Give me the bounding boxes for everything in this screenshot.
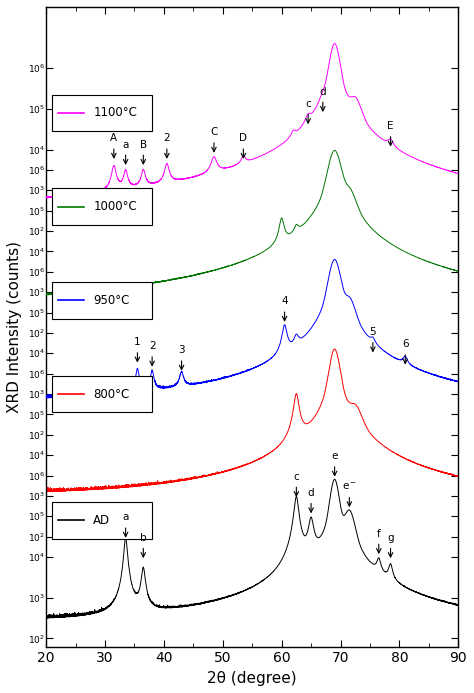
- Text: 4: 4: [281, 297, 288, 321]
- Bar: [52, 94, 152, 131]
- X-axis label: 2θ (degree): 2θ (degree): [208, 671, 297, 686]
- Bar: [52, 282, 152, 319]
- Y-axis label: XRD Intensity (counts): XRD Intensity (counts): [7, 240, 22, 413]
- Text: 1100°C: 1100°C: [93, 107, 137, 119]
- Text: g: g: [387, 533, 394, 557]
- Text: b: b: [140, 533, 146, 557]
- Text: B: B: [140, 139, 147, 164]
- Text: c: c: [293, 472, 299, 496]
- Text: 950°C: 950°C: [93, 294, 129, 307]
- Bar: [52, 502, 152, 538]
- Text: AD: AD: [93, 514, 110, 527]
- Text: 5: 5: [370, 327, 376, 351]
- Bar: [52, 376, 152, 412]
- Text: 1: 1: [134, 337, 141, 362]
- Text: E: E: [387, 121, 394, 146]
- Text: 800°C: 800°C: [93, 387, 129, 401]
- Text: c: c: [305, 99, 311, 123]
- Text: 2: 2: [164, 134, 170, 158]
- Text: a: a: [122, 139, 129, 164]
- Text: f: f: [376, 529, 381, 553]
- Text: D: D: [239, 134, 247, 158]
- Bar: [52, 188, 152, 225]
- Text: 6: 6: [402, 339, 409, 364]
- Text: 1000°C: 1000°C: [93, 200, 137, 213]
- Text: e: e: [331, 451, 338, 475]
- Text: A: A: [110, 134, 118, 158]
- Text: d: d: [308, 488, 314, 512]
- Text: a: a: [122, 512, 129, 536]
- Text: 2: 2: [149, 341, 155, 365]
- Text: C: C: [210, 128, 218, 152]
- Text: 3: 3: [178, 345, 185, 369]
- Text: e$^-$: e$^-$: [342, 481, 357, 506]
- Text: d: d: [319, 87, 326, 111]
